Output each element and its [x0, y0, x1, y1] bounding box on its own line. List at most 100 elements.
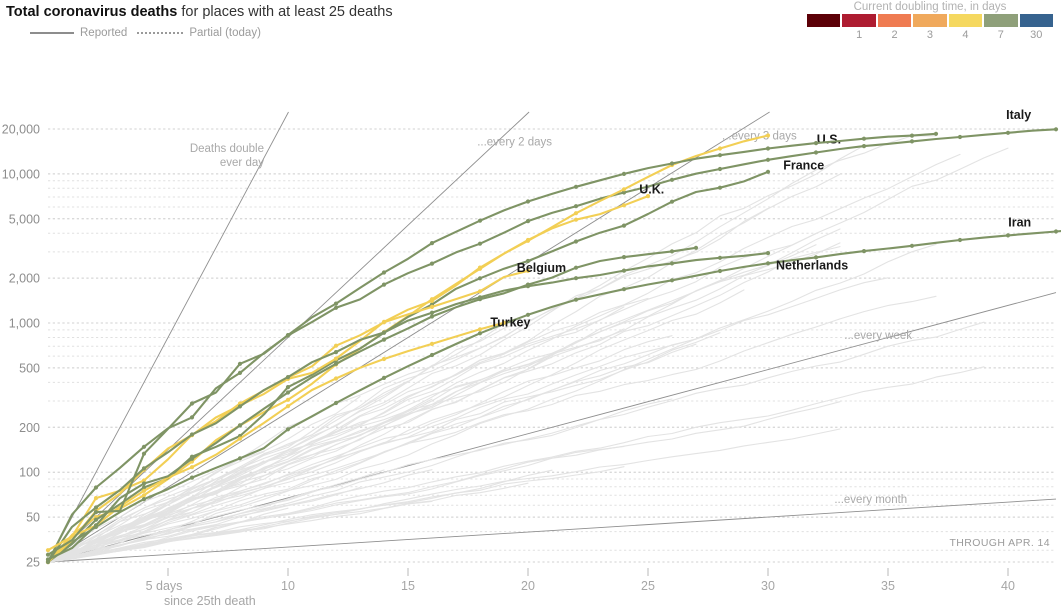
series-line-Italy[interactable]: [46, 128, 1058, 564]
legend-swatch-4: [913, 14, 947, 27]
background-series: [47, 343, 697, 563]
series-line-Iran[interactable]: [46, 230, 1061, 561]
series-point: [573, 217, 579, 222]
series-point: [333, 376, 339, 381]
series-point: [525, 312, 531, 317]
key-label-reported: Reported: [80, 27, 128, 39]
background-series: [47, 207, 769, 563]
series-line-Netherlands[interactable]: [46, 252, 770, 564]
background-series: [47, 469, 385, 563]
series-point: [141, 451, 147, 456]
ytick-label-5000: 5,000: [9, 212, 40, 226]
legend-swatch-3: [877, 14, 912, 27]
series-point: [45, 557, 51, 562]
series-point: [333, 301, 339, 306]
series-point: [429, 310, 435, 315]
series-point: [141, 488, 147, 493]
series-point: [381, 375, 387, 380]
background-series: [47, 530, 241, 563]
series-point: [285, 404, 291, 409]
series-line-Spain[interactable]: [46, 132, 938, 556]
series-point: [525, 219, 531, 224]
series-point: [93, 523, 99, 528]
series-point: [525, 258, 531, 264]
background-series: [47, 277, 889, 563]
series-point: [1005, 130, 1011, 135]
legend-tick-4: 4: [962, 29, 969, 41]
legend-swatch-2: [842, 14, 876, 27]
key-item-reported: Reported: [30, 27, 127, 39]
reference-label-30d: ...every month: [834, 494, 907, 506]
ytick-label-2000: 2,000: [9, 272, 40, 286]
series-label-Netherlands[interactable]: Netherlands: [776, 259, 848, 273]
xtick-label-5: 5 days: [146, 579, 183, 593]
series-point: [621, 223, 627, 228]
series-point: [93, 505, 99, 510]
series-label-U.S.[interactable]: U.S.: [817, 132, 841, 146]
xtick-label-10: 10: [281, 579, 295, 593]
series-label-Iran[interactable]: Iran: [1008, 216, 1031, 230]
series-point: [573, 297, 579, 302]
series-point: [861, 136, 867, 141]
background-series: [47, 297, 649, 563]
background-series: [47, 398, 433, 563]
dotted-line-swatch: [137, 32, 184, 34]
series-point: [813, 150, 819, 155]
series-iran: Iran: [45, 216, 1061, 562]
reference-label-1d: ever day: [220, 157, 264, 169]
xtick-label-40: 40: [1001, 579, 1015, 593]
background-series-group: [47, 135, 1009, 563]
series-label-U.K.[interactable]: U.K.: [639, 183, 664, 197]
series-point: [237, 361, 243, 366]
background-series: [47, 469, 433, 563]
series-point: [717, 185, 723, 190]
background-series: [47, 243, 937, 563]
series-line-U.K.[interactable]: [46, 195, 650, 564]
series-point: [861, 144, 867, 149]
series-label-Turkey[interactable]: Turkey: [490, 315, 530, 329]
series-point: [141, 481, 147, 486]
series-point: [525, 199, 531, 204]
series-point: [333, 305, 339, 310]
series-line-Belgium[interactable]: [46, 269, 530, 564]
background-series: [47, 335, 673, 563]
background-series: [47, 482, 529, 563]
background-series: [47, 318, 529, 563]
series-point: [765, 251, 771, 256]
background-series: [47, 445, 625, 563]
series-point: [1053, 127, 1059, 132]
background-series: [47, 147, 1009, 563]
series-point: [237, 370, 243, 375]
page-title-bold: Total coronavirus deaths: [6, 4, 178, 20]
legend-title: Current doubling time, in days: [853, 1, 1007, 13]
series-point: [237, 404, 243, 409]
series-point: [717, 268, 723, 274]
background-series: [47, 332, 721, 563]
ytick-label-50: 50: [26, 511, 40, 525]
series-point: [957, 134, 963, 140]
series-label-Italy[interactable]: Italy: [1006, 108, 1031, 122]
series-point: [669, 161, 675, 166]
ytick-label-200: 200: [19, 421, 40, 435]
series-point: [861, 249, 867, 254]
legend-tick-7: 7: [997, 29, 1004, 41]
series-point: [93, 517, 99, 522]
series-line-Germany[interactable]: [46, 246, 698, 561]
reference-line-7d: [47, 292, 1057, 563]
series-point: [669, 199, 675, 204]
series-point: [573, 211, 579, 216]
series-point: [285, 397, 291, 402]
reference-label-1d: Deaths double: [190, 143, 264, 155]
ytick-label-1000: 1,000: [9, 317, 40, 331]
series-label-France[interactable]: France: [783, 158, 824, 172]
reference-label-7d: ...every week: [844, 330, 912, 342]
series-point: [381, 270, 387, 275]
series-label-Belgium[interactable]: Belgium: [517, 261, 566, 275]
series-point: [381, 337, 387, 342]
series-point: [477, 276, 483, 281]
series-point: [141, 444, 147, 449]
series-point: [525, 268, 531, 273]
series-point: [333, 343, 339, 348]
series-point: [645, 194, 651, 199]
